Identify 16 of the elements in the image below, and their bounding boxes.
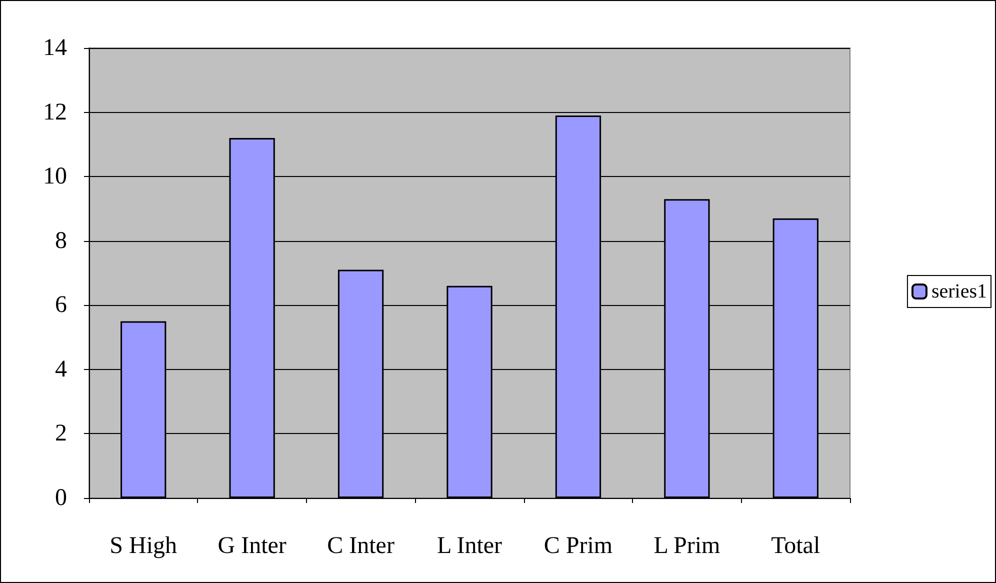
x-tick-label: L Prim	[654, 533, 720, 559]
y-tick-label: 6	[55, 292, 67, 318]
x-tick-label: G Inter	[218, 533, 286, 559]
y-tick-label: 12	[43, 99, 67, 126]
x-tick-label: Total	[771, 533, 820, 559]
x-tick-label: C Prim	[544, 533, 613, 559]
y-tick-label: 0	[55, 485, 67, 511]
y-tick-label: 8	[55, 228, 67, 254]
x-tick-label: C Inter	[327, 533, 394, 559]
y-tick-label: 4	[55, 356, 67, 382]
y-tick-label: 14	[43, 35, 67, 61]
y-tick-label: 10	[43, 164, 67, 190]
x-tick-label: L Inter	[436, 533, 502, 559]
y-tick-label: 2	[55, 420, 67, 447]
x-tick-label: S High	[110, 533, 178, 559]
legend-label: series1	[931, 280, 988, 302]
